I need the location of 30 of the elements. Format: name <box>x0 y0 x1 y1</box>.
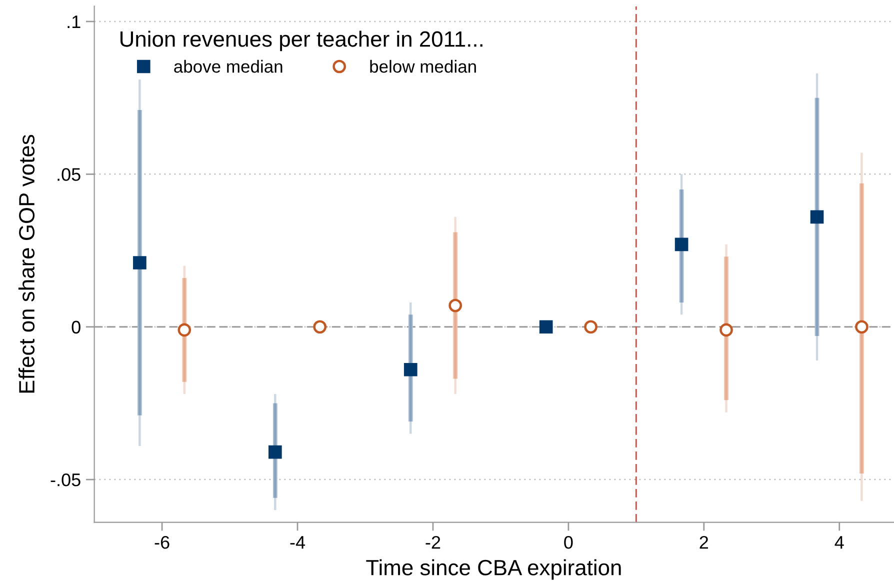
x-tick-label: 0 <box>564 536 573 549</box>
legend-title: Union revenues per teacher in 2011... <box>120 30 482 52</box>
point <box>404 362 418 376</box>
x-tick-label: 2 <box>700 536 708 549</box>
legend-label: above median <box>174 60 282 73</box>
x-axis-title: Time since CBA expiration <box>366 559 621 580</box>
point <box>133 256 146 270</box>
bar <box>137 110 142 416</box>
point <box>584 320 598 334</box>
y-axis-title: Effect on share GOP votes <box>18 134 35 393</box>
y-tick-label: .05 <box>58 168 80 181</box>
x-tick-label: 4 <box>834 536 844 549</box>
y-tick-label: -.05 <box>50 473 80 486</box>
bar <box>860 183 864 474</box>
point <box>539 320 553 334</box>
bar <box>724 256 728 400</box>
y-tick-label: .1 <box>68 16 80 28</box>
point <box>448 298 462 312</box>
point <box>720 323 733 337</box>
legend-label: below median <box>370 60 476 73</box>
x-tick-label: -4 <box>290 536 306 549</box>
x-tick-label: -6 <box>154 536 170 549</box>
point <box>810 210 824 224</box>
y-tick-label: 0 <box>72 320 80 334</box>
point <box>178 323 192 337</box>
point <box>268 445 282 459</box>
point <box>313 320 327 334</box>
point <box>674 238 688 252</box>
point <box>855 320 868 334</box>
x-tick-label: -2 <box>426 536 440 549</box>
